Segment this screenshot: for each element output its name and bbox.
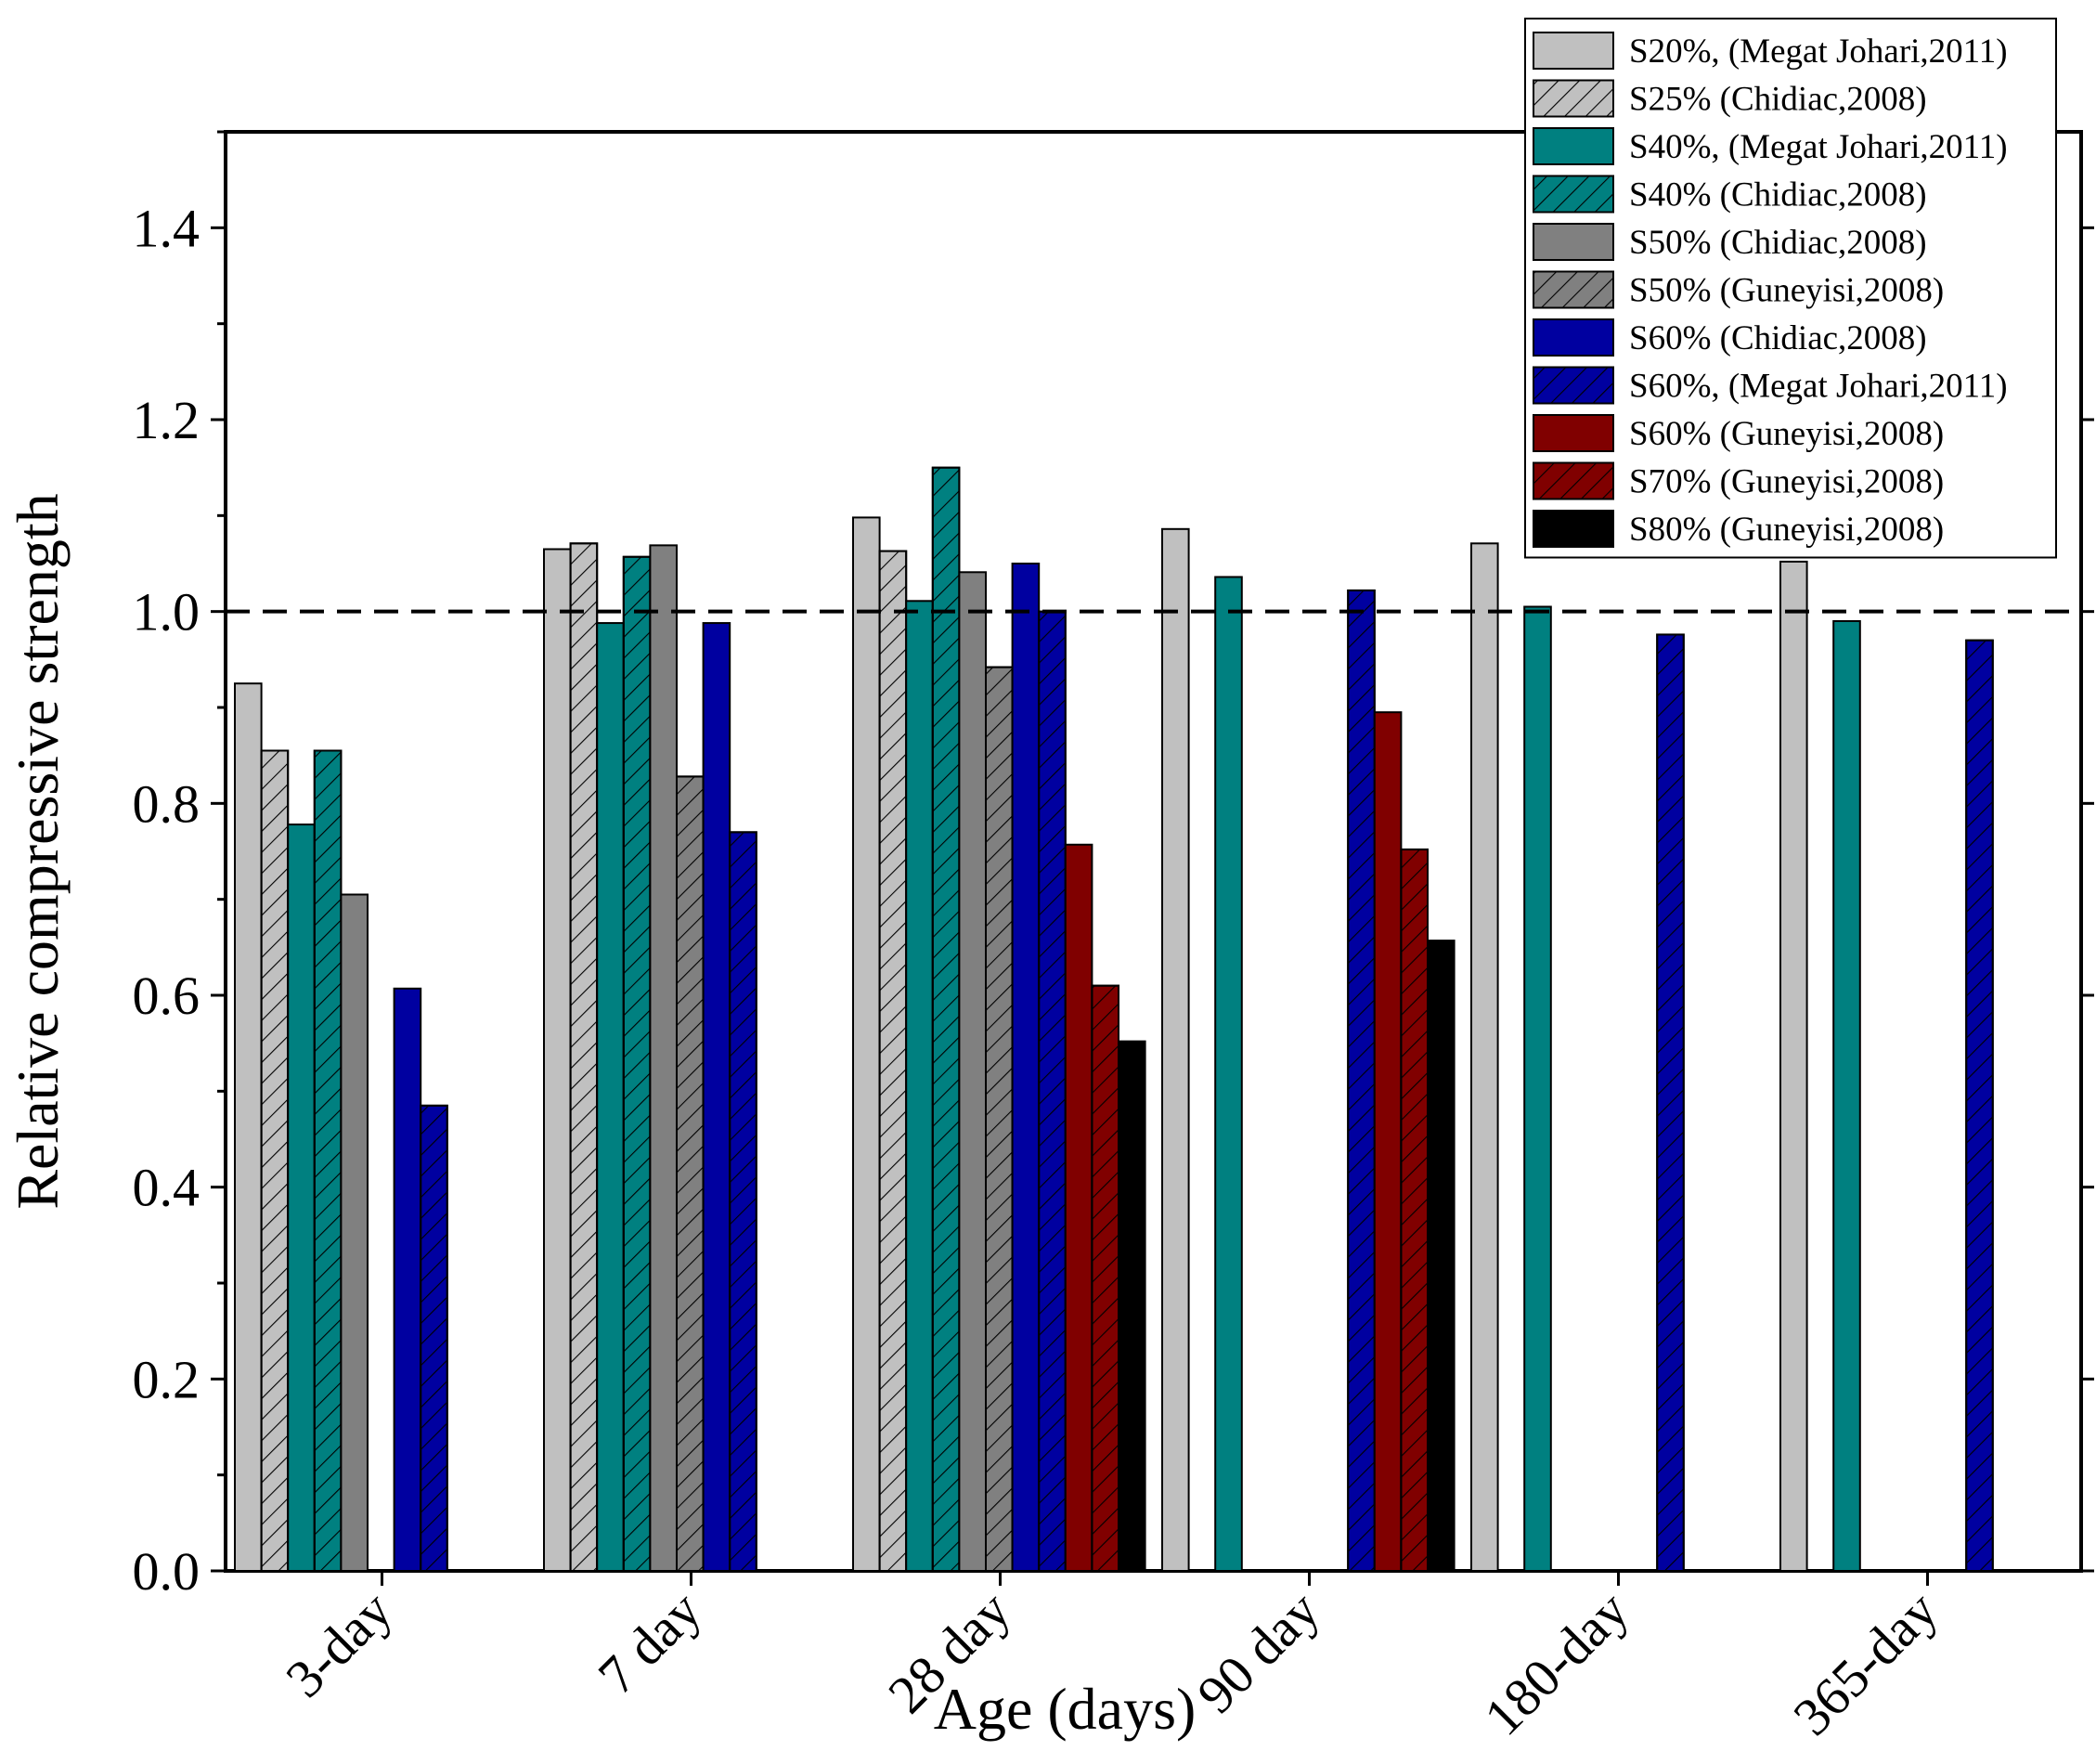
bar-hatch bbox=[569, 542, 599, 1572]
legend-swatch-hatch bbox=[1533, 366, 1614, 405]
bar-hatch bbox=[1965, 639, 1994, 1572]
plot-border bbox=[224, 130, 2083, 1573]
bar-hatch bbox=[1091, 984, 1120, 1572]
x-tick-label: 3-day bbox=[274, 1579, 403, 1708]
bar-hatch bbox=[878, 550, 908, 1572]
bar bbox=[1161, 527, 1190, 1572]
legend-label: S40% (Chidiac,2008) bbox=[1629, 176, 1927, 214]
bar bbox=[393, 987, 422, 1573]
plot-frame bbox=[224, 130, 2083, 1573]
legend-label: S80% (Guneyisi,2008) bbox=[1629, 511, 1944, 549]
bar bbox=[1832, 620, 1861, 1572]
bar bbox=[1064, 843, 1093, 1572]
legend-label: S60%, (Megat Johari,2011) bbox=[1629, 368, 2008, 406]
y-tick-label: 0.4 bbox=[133, 1158, 201, 1218]
bar-hatch bbox=[729, 831, 757, 1572]
legend: S20%, (Megat Johari,2011) S25% (Chidiac,2… bbox=[1524, 18, 2057, 559]
bar bbox=[852, 516, 881, 1572]
y-tick-label: 1.4 bbox=[133, 198, 201, 258]
y-tick-label: 0.0 bbox=[133, 1541, 201, 1602]
bar-hatch bbox=[676, 775, 705, 1572]
bar bbox=[1214, 576, 1243, 1572]
y-tick-label: 1.0 bbox=[133, 582, 201, 642]
y-tick-label: 0.2 bbox=[133, 1349, 201, 1409]
legend-swatch-hatch bbox=[1533, 79, 1614, 118]
bar bbox=[1011, 563, 1041, 1572]
bars bbox=[234, 466, 1994, 1573]
y-axis: 0.0 0.2 0.4 0.6 0.8 1.0 1.2 1.4 bbox=[133, 130, 2094, 1602]
bar bbox=[1118, 1040, 1146, 1572]
y-axis-title: Relative compressive strength bbox=[5, 493, 71, 1209]
bar bbox=[905, 600, 934, 1572]
bar-hatch bbox=[420, 1104, 448, 1573]
legend-swatch bbox=[1533, 414, 1614, 452]
bar bbox=[1523, 605, 1552, 1572]
x-axis-title: Age (days) bbox=[934, 1676, 1197, 1742]
bar-hatch bbox=[1347, 589, 1376, 1572]
bar bbox=[340, 893, 369, 1572]
legend-swatch bbox=[1533, 127, 1614, 165]
legend-swatch-hatch bbox=[1533, 270, 1614, 309]
bar bbox=[1427, 940, 1456, 1572]
bar bbox=[1779, 560, 1808, 1572]
legend-label: S50% (Chidiac,2008) bbox=[1629, 224, 1927, 262]
bar-hatch bbox=[1400, 848, 1430, 1572]
bar bbox=[1373, 711, 1403, 1572]
x-tick-label: 7 day bbox=[587, 1579, 713, 1706]
bar bbox=[287, 824, 316, 1572]
legend-swatch bbox=[1533, 318, 1614, 357]
x-tick-label: 90 day bbox=[1185, 1579, 1330, 1724]
bar-hatch bbox=[1038, 610, 1067, 1573]
legend-swatch bbox=[1533, 32, 1614, 70]
bar bbox=[234, 682, 263, 1572]
legend-swatch-hatch bbox=[1533, 175, 1614, 214]
x-tick-label: 180-day bbox=[1472, 1579, 1639, 1746]
bar-hatch bbox=[313, 749, 343, 1572]
bar bbox=[596, 622, 625, 1572]
legend-label: S50% (Guneyisi,2008) bbox=[1629, 272, 1944, 310]
legend-label: S60% (Chidiac,2008) bbox=[1629, 319, 1927, 357]
bar bbox=[649, 544, 679, 1572]
bar bbox=[958, 571, 988, 1572]
legend-label: S60% (Guneyisi,2008) bbox=[1629, 415, 1944, 453]
y-tick-label: 0.8 bbox=[133, 773, 201, 834]
bar-hatch bbox=[931, 466, 961, 1573]
legend-label: S40%, (Megat Johari,2011) bbox=[1629, 128, 2008, 166]
legend-label: S25% (Chidiac,2008) bbox=[1629, 81, 1927, 119]
bar-hatch bbox=[985, 666, 1014, 1572]
y-tick-label: 0.6 bbox=[133, 966, 201, 1026]
y-tick-label: 1.2 bbox=[133, 390, 201, 450]
bar bbox=[1470, 542, 1499, 1572]
bar-hatch bbox=[260, 749, 290, 1572]
legend-swatch-hatch bbox=[1533, 461, 1614, 500]
legend-swatch bbox=[1533, 223, 1614, 261]
legend-label: S70% (Guneyisi,2008) bbox=[1629, 463, 1944, 501]
bar bbox=[543, 548, 572, 1572]
legend-swatch bbox=[1533, 510, 1614, 548]
legend-label: S20%, (Megat Johari,2011) bbox=[1629, 32, 2008, 71]
bar-hatch bbox=[622, 555, 652, 1572]
x-tick-label: 365-day bbox=[1781, 1579, 1948, 1746]
bar bbox=[702, 622, 731, 1572]
bar-hatch bbox=[1656, 633, 1685, 1572]
